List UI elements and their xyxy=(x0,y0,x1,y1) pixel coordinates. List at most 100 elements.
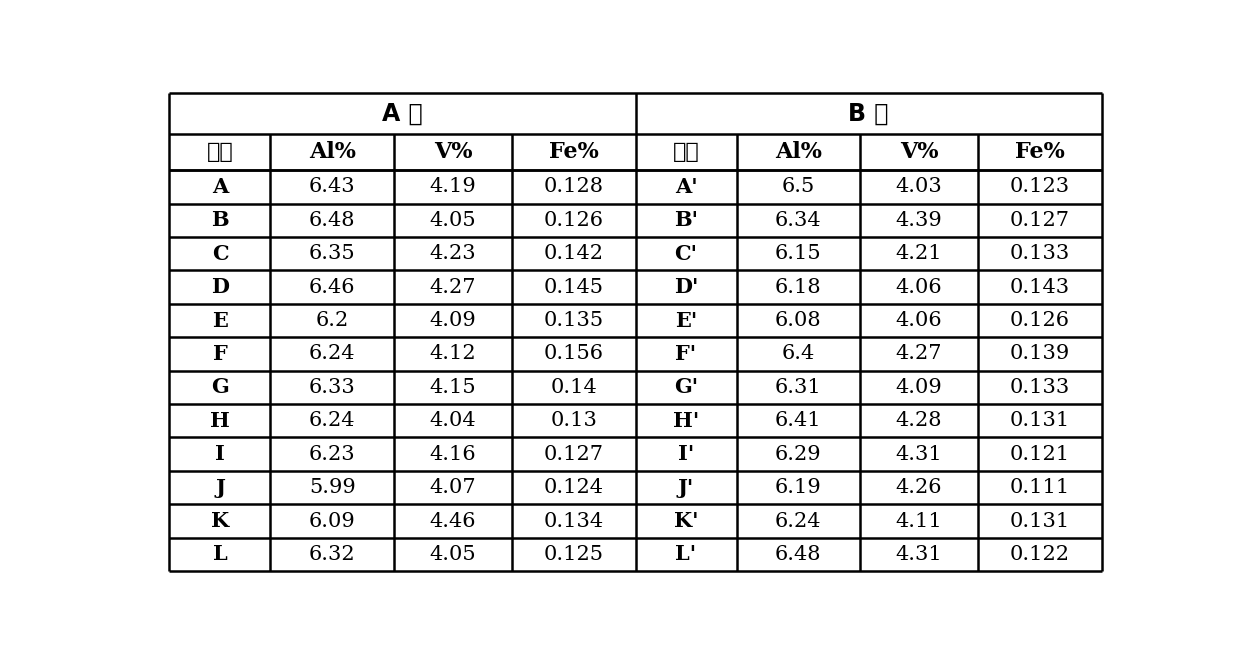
Text: D': D' xyxy=(673,277,698,297)
Text: J': J' xyxy=(678,477,694,498)
Text: 4.06: 4.06 xyxy=(895,311,942,330)
Text: 0.125: 0.125 xyxy=(543,545,604,564)
Text: 4.28: 4.28 xyxy=(895,411,942,430)
Text: 4.27: 4.27 xyxy=(895,345,942,364)
Text: B: B xyxy=(211,210,228,231)
Text: J: J xyxy=(215,477,224,498)
Text: G': G' xyxy=(675,377,698,398)
Text: V%: V% xyxy=(434,141,472,163)
Text: 0.142: 0.142 xyxy=(543,244,604,263)
Text: Al%: Al% xyxy=(775,141,822,163)
Text: F': F' xyxy=(676,344,697,364)
Text: 0.133: 0.133 xyxy=(1009,244,1070,263)
Text: 0.127: 0.127 xyxy=(1009,211,1070,230)
Text: 6.24: 6.24 xyxy=(309,345,356,364)
Text: Fe%: Fe% xyxy=(1014,141,1065,163)
Text: 4.31: 4.31 xyxy=(895,445,942,464)
Text: I: I xyxy=(215,444,224,464)
Text: 0.134: 0.134 xyxy=(543,511,604,530)
Text: H': H' xyxy=(673,411,699,431)
Text: 4.06: 4.06 xyxy=(895,278,942,296)
Text: 编号: 编号 xyxy=(207,142,233,162)
Text: 6.4: 6.4 xyxy=(781,345,815,364)
Text: 6.43: 6.43 xyxy=(309,178,356,197)
Text: Fe%: Fe% xyxy=(549,141,599,163)
Text: 0.127: 0.127 xyxy=(543,445,604,464)
Text: 4.23: 4.23 xyxy=(430,244,476,263)
Text: 4.03: 4.03 xyxy=(895,178,942,197)
Text: 0.13: 0.13 xyxy=(551,411,598,430)
Text: E': E' xyxy=(675,311,697,330)
Text: 6.31: 6.31 xyxy=(775,378,822,397)
Text: 4.15: 4.15 xyxy=(430,378,476,397)
Text: B': B' xyxy=(675,210,698,231)
Text: 0.156: 0.156 xyxy=(543,345,604,364)
Text: B 面: B 面 xyxy=(848,101,889,125)
Text: 0.135: 0.135 xyxy=(543,311,604,330)
Text: 0.121: 0.121 xyxy=(1009,445,1070,464)
Text: G: G xyxy=(211,377,229,398)
Text: C: C xyxy=(212,244,228,264)
Text: F: F xyxy=(212,344,227,364)
Text: 0.143: 0.143 xyxy=(1009,278,1070,296)
Text: C': C' xyxy=(675,244,698,264)
Text: 4.07: 4.07 xyxy=(430,478,476,497)
Text: 6.18: 6.18 xyxy=(775,278,822,296)
Text: A 面: A 面 xyxy=(382,101,423,125)
Text: L': L' xyxy=(676,545,697,564)
Text: 0.123: 0.123 xyxy=(1009,178,1070,197)
Text: 0.111: 0.111 xyxy=(1009,478,1070,497)
Text: A: A xyxy=(212,177,228,197)
Text: 6.34: 6.34 xyxy=(775,211,822,230)
Text: 6.2: 6.2 xyxy=(316,311,348,330)
Text: K': K' xyxy=(673,511,698,531)
Text: 6.48: 6.48 xyxy=(309,211,356,230)
Text: 6.33: 6.33 xyxy=(309,378,356,397)
Text: 0.124: 0.124 xyxy=(543,478,604,497)
Text: 0.131: 0.131 xyxy=(1009,411,1070,430)
Text: 6.29: 6.29 xyxy=(775,445,822,464)
Text: 4.31: 4.31 xyxy=(895,545,942,564)
Text: 4.09: 4.09 xyxy=(429,311,476,330)
Text: 0.145: 0.145 xyxy=(543,278,604,296)
Text: Al%: Al% xyxy=(309,141,356,163)
Text: 6.15: 6.15 xyxy=(775,244,822,263)
Text: 4.05: 4.05 xyxy=(430,545,476,564)
Text: 0.126: 0.126 xyxy=(1009,311,1070,330)
Text: H: H xyxy=(210,411,229,431)
Text: 0.133: 0.133 xyxy=(1009,378,1070,397)
Text: 6.35: 6.35 xyxy=(309,244,356,263)
Text: E: E xyxy=(212,311,228,330)
Text: 4.39: 4.39 xyxy=(895,211,942,230)
Text: 4.11: 4.11 xyxy=(895,511,942,530)
Text: 6.23: 6.23 xyxy=(309,445,356,464)
Text: 0.14: 0.14 xyxy=(551,378,598,397)
Text: 0.139: 0.139 xyxy=(1009,345,1070,364)
Text: 6.24: 6.24 xyxy=(309,411,356,430)
Text: 6.19: 6.19 xyxy=(775,478,822,497)
Text: 6.5: 6.5 xyxy=(781,178,815,197)
Text: 4.16: 4.16 xyxy=(430,445,476,464)
Text: 4.26: 4.26 xyxy=(895,478,942,497)
Text: 4.21: 4.21 xyxy=(895,244,942,263)
Text: 6.32: 6.32 xyxy=(309,545,356,564)
Text: K: K xyxy=(211,511,229,531)
Text: 0.126: 0.126 xyxy=(543,211,604,230)
Text: 6.46: 6.46 xyxy=(309,278,356,296)
Text: 6.08: 6.08 xyxy=(775,311,822,330)
Text: A': A' xyxy=(675,177,697,197)
Text: 6.41: 6.41 xyxy=(775,411,822,430)
Text: 4.19: 4.19 xyxy=(429,178,476,197)
Text: V%: V% xyxy=(900,141,939,163)
Text: 4.27: 4.27 xyxy=(430,278,476,296)
Text: 6.24: 6.24 xyxy=(775,511,822,530)
Text: I': I' xyxy=(678,444,694,464)
Text: 5.99: 5.99 xyxy=(309,478,356,497)
Text: 编号: 编号 xyxy=(672,142,699,162)
Text: D: D xyxy=(211,277,229,297)
Text: L: L xyxy=(212,545,227,564)
Text: 0.122: 0.122 xyxy=(1009,545,1070,564)
Text: 0.131: 0.131 xyxy=(1009,511,1070,530)
Text: 6.09: 6.09 xyxy=(309,511,356,530)
Text: 4.05: 4.05 xyxy=(430,211,476,230)
